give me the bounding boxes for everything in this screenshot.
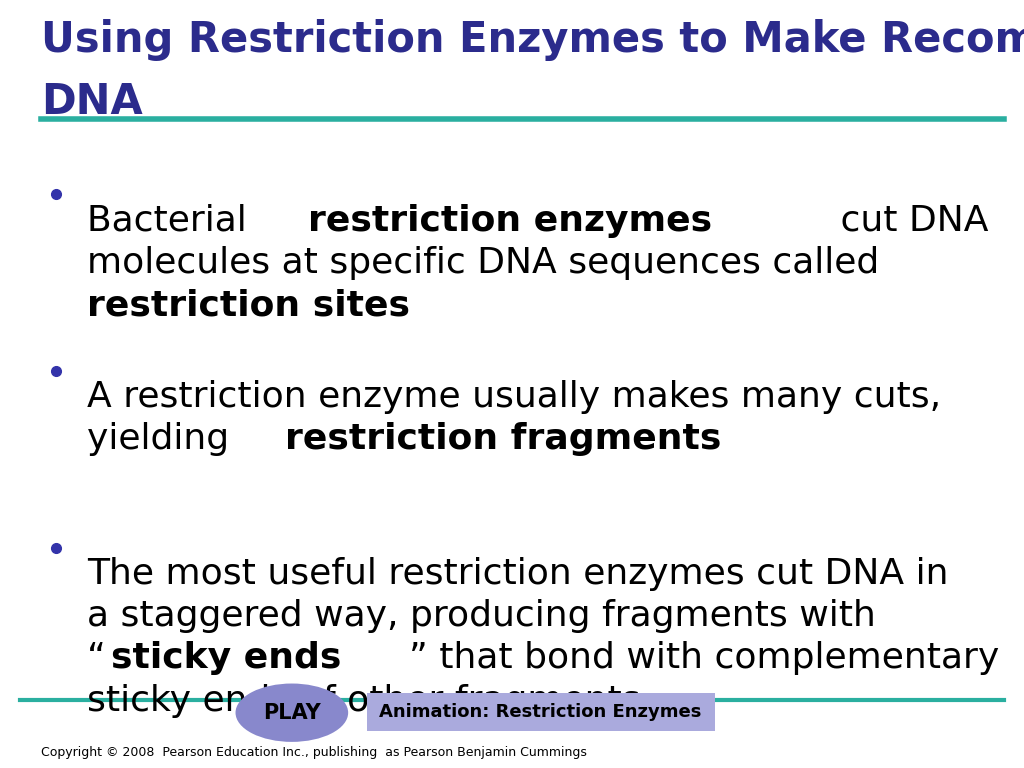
Text: Copyright © 2008  Pearson Education Inc., publishing  as Pearson Benjamin Cummin: Copyright © 2008 Pearson Education Inc.,… xyxy=(41,746,587,759)
Text: The most useful restriction enzymes cut DNA in: The most useful restriction enzymes cut … xyxy=(87,557,948,591)
Text: restriction fragments: restriction fragments xyxy=(286,422,722,456)
Text: sticky ends: sticky ends xyxy=(112,641,342,675)
Text: Bacterial: Bacterial xyxy=(87,204,258,237)
Text: cut DNA: cut DNA xyxy=(829,204,989,237)
Text: ” that bond with complementary: ” that bond with complementary xyxy=(409,641,998,675)
Text: A restriction enzyme usually makes many cuts,: A restriction enzyme usually makes many … xyxy=(87,380,941,414)
Text: restriction enzymes: restriction enzymes xyxy=(308,204,712,237)
Text: Using Restriction Enzymes to Make Recombinant: Using Restriction Enzymes to Make Recomb… xyxy=(41,19,1024,61)
FancyBboxPatch shape xyxy=(367,693,715,731)
Text: yielding: yielding xyxy=(87,422,241,456)
Text: molecules at specific DNA sequences called: molecules at specific DNA sequences call… xyxy=(87,246,880,280)
Text: PLAY: PLAY xyxy=(263,703,321,723)
Text: a staggered way, producing fragments with: a staggered way, producing fragments wit… xyxy=(87,599,876,633)
Ellipse shape xyxy=(236,684,348,742)
Text: restriction sites: restriction sites xyxy=(87,288,410,322)
Text: DNA: DNA xyxy=(41,81,142,123)
Text: Animation: Restriction Enzymes: Animation: Restriction Enzymes xyxy=(380,703,701,721)
Text: “: “ xyxy=(87,641,105,675)
Text: sticky ends of other fragments: sticky ends of other fragments xyxy=(87,684,641,717)
